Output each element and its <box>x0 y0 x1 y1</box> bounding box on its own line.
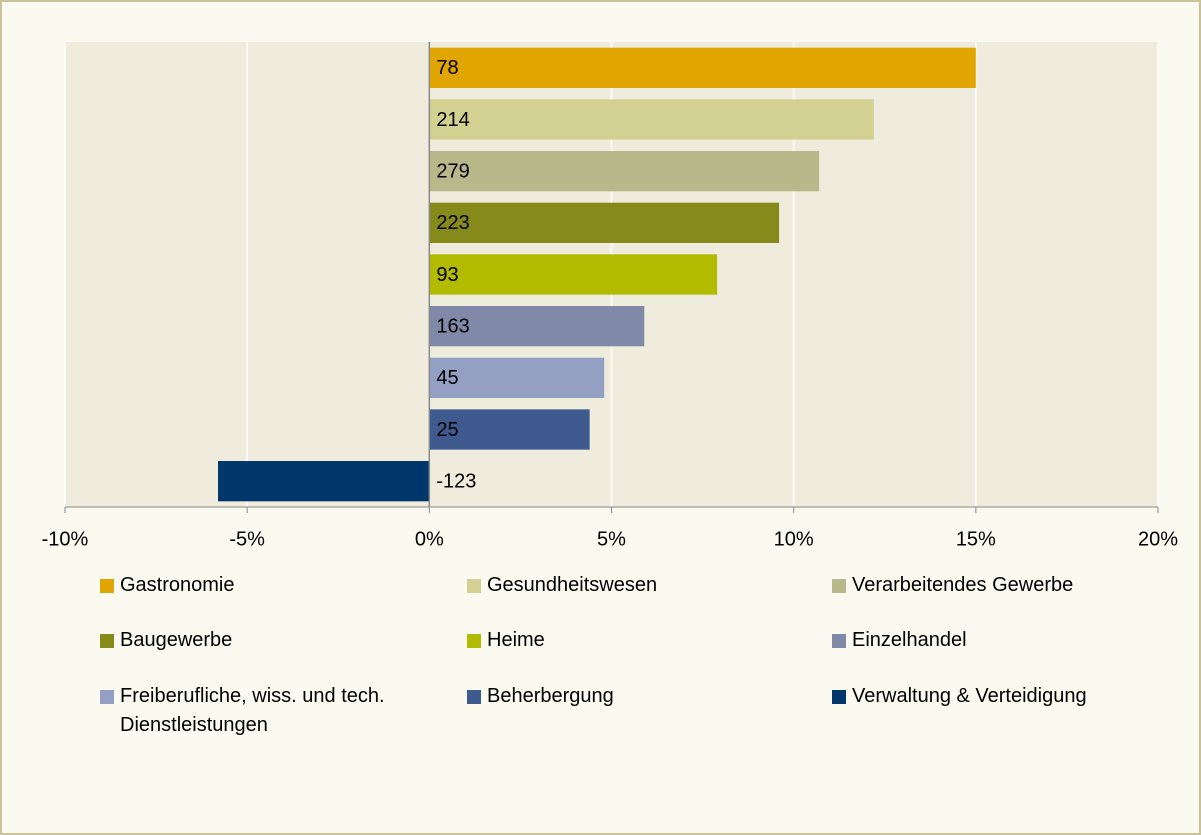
bar <box>429 254 718 295</box>
legend-label: Verarbeitendes Gewerbe <box>852 574 1074 596</box>
legend-item: Verarbeitendes Gewerbe <box>832 571 1152 600</box>
bar <box>429 357 605 398</box>
legend-label: Beherbergung <box>487 685 614 707</box>
data-label: 214 <box>436 109 469 131</box>
legend-label: Heime <box>487 629 545 651</box>
bar <box>218 461 430 502</box>
data-label: -123 <box>436 470 476 492</box>
legend-label: Freiberufliche, wiss. und tech. Dienstle… <box>120 685 385 736</box>
legend-label: Baugewerbe <box>120 629 233 651</box>
legend-swatch <box>467 690 481 704</box>
legend-swatch <box>832 579 846 593</box>
data-label: 163 <box>436 315 469 337</box>
x-tick-label: -10% <box>42 528 89 550</box>
legend-swatch <box>100 634 114 648</box>
legend-swatch <box>832 690 846 704</box>
bar <box>429 202 780 243</box>
legend-item: Heime <box>467 626 787 655</box>
bar <box>429 306 645 347</box>
legend-label: Verwaltung & Verteidigung <box>852 685 1087 707</box>
legend-item: Gastronomie <box>100 571 420 600</box>
legend-item: Beherbergung <box>467 682 787 711</box>
bar <box>429 409 590 450</box>
legend-item: Freiberufliche, wiss. und tech. Dienstle… <box>100 682 420 740</box>
x-tick-label: 10% <box>774 528 814 550</box>
data-label: 45 <box>436 367 458 389</box>
bar <box>429 47 976 88</box>
data-label: 25 <box>436 419 458 441</box>
legend-item: Einzelhandel <box>832 626 1152 655</box>
legend-item: Gesundheitswesen <box>467 571 787 600</box>
legend-item: Baugewerbe <box>100 626 420 655</box>
x-tick-label: 0% <box>415 528 444 550</box>
legend-swatch <box>100 690 114 704</box>
bar <box>429 99 874 140</box>
legend-label: Gesundheitswesen <box>487 574 658 596</box>
bar <box>429 151 820 192</box>
data-label: 78 <box>436 57 458 79</box>
x-tick-label: 15% <box>956 528 996 550</box>
legend-item: Verwaltung & Verteidigung <box>832 682 1152 711</box>
legend-swatch <box>100 579 114 593</box>
legend-swatch <box>467 634 481 648</box>
data-label: 93 <box>436 264 458 286</box>
x-tick-label: -5% <box>229 528 265 550</box>
legend-label: Gastronomie <box>120 574 235 596</box>
legend-label: Einzelhandel <box>852 629 967 651</box>
legend-swatch <box>832 634 846 648</box>
x-tick-label: 5% <box>597 528 626 550</box>
legend-swatch <box>467 579 481 593</box>
data-label: 223 <box>436 212 469 234</box>
x-tick-label: 20% <box>1138 528 1178 550</box>
data-label: 279 <box>436 160 469 182</box>
